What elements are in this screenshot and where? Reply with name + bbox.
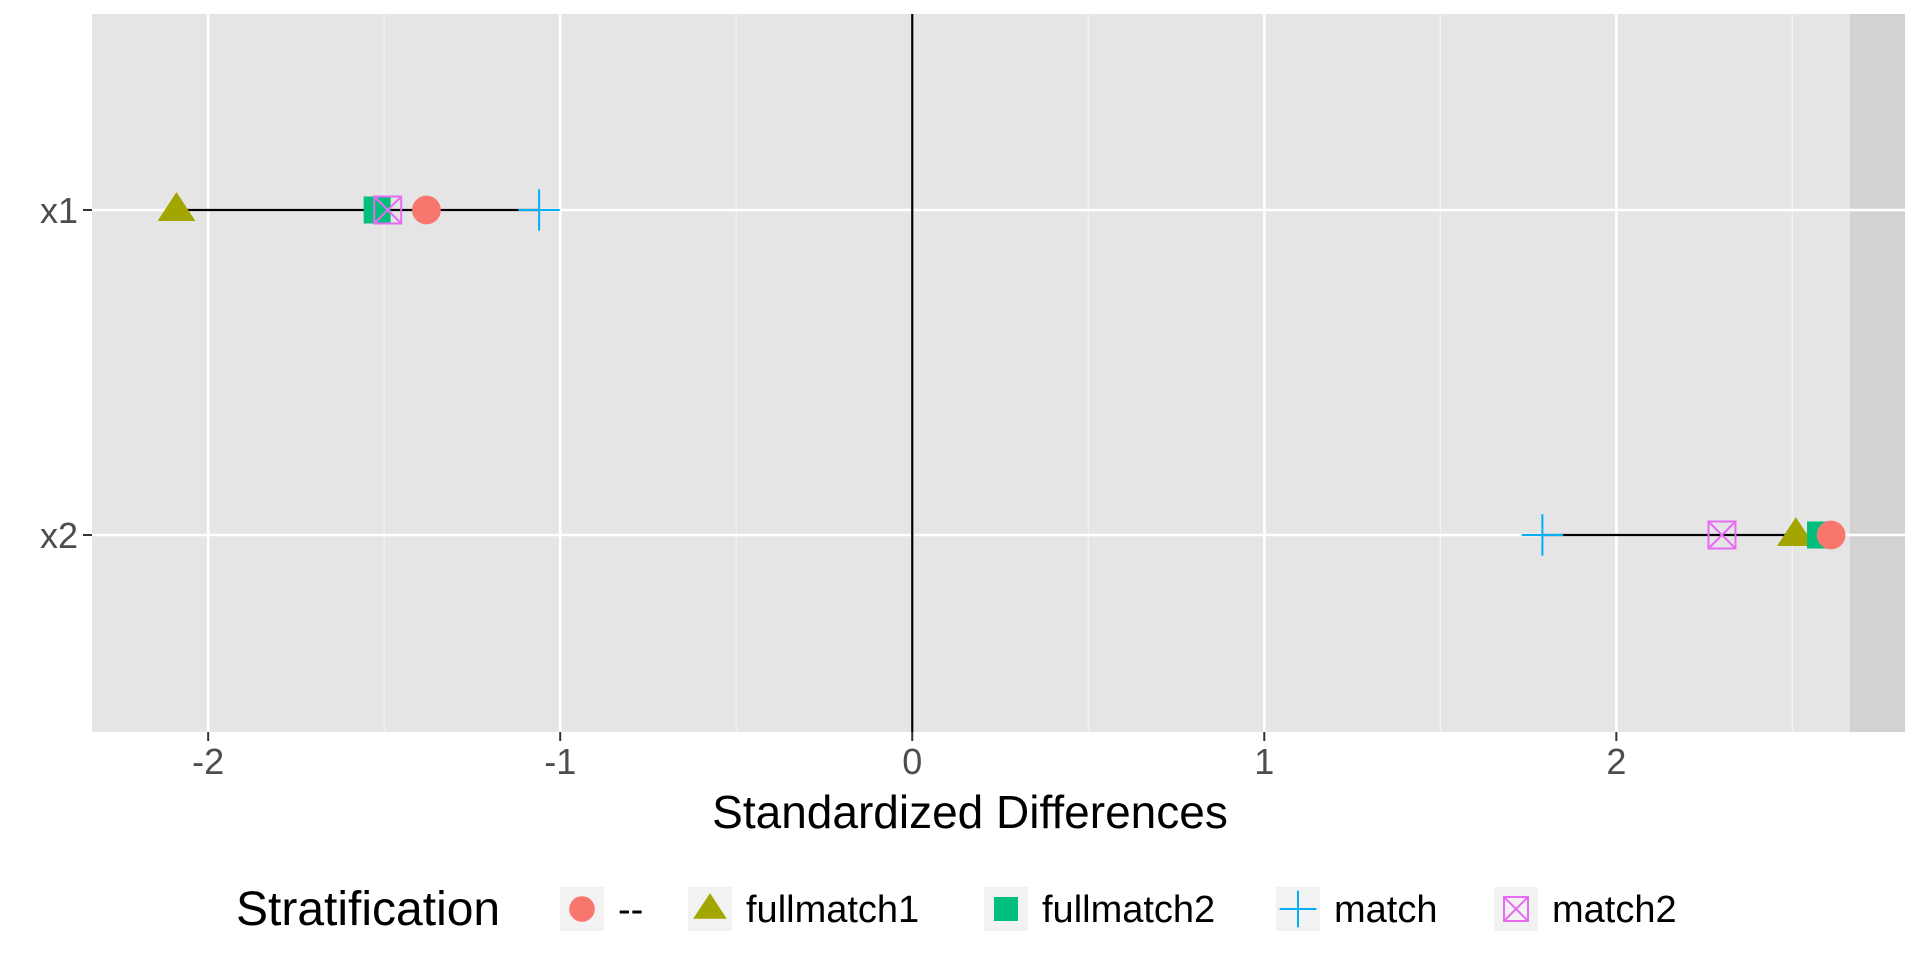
legend: Stratification -- fullmatch1 fullmatch2 mat…	[236, 883, 1677, 936]
point-plus-x2	[1521, 514, 1564, 556]
legend-label: --	[618, 889, 643, 931]
point-circle-x1	[412, 195, 441, 225]
x-tick-label: 1	[1254, 741, 1274, 782]
x-tick-label: 2	[1606, 741, 1626, 782]
point-square-x-x2	[1707, 520, 1737, 550]
legend-key-circle	[569, 896, 595, 922]
legend-label: fullmatch1	[746, 889, 919, 931]
point-triangle-x2	[1776, 517, 1815, 546]
point-square-x1	[363, 196, 391, 224]
legend-key-square-x	[1503, 896, 1529, 922]
legend-label: match	[1334, 889, 1437, 931]
data-marks	[157, 14, 1846, 732]
y-tick-label-x2: x2	[40, 515, 78, 556]
point-square-x-x1	[373, 195, 403, 225]
legend-key-plus	[1279, 890, 1317, 928]
legend-label: match2	[1552, 889, 1677, 931]
x-axis-title: Standardized Differences	[712, 786, 1228, 838]
x-tick-label: 0	[902, 741, 922, 782]
facet-strip	[1850, 14, 1905, 732]
legend-label: fullmatch2	[1042, 889, 1215, 931]
point-circle-x2	[1816, 520, 1846, 550]
legend-key-triangle	[693, 893, 727, 919]
axes: -2 -1 0 1 2 x1 x2	[40, 190, 1626, 782]
plot-panel-background	[92, 14, 1905, 732]
point-plus-x1	[518, 189, 560, 231]
legend-title: Stratification	[236, 883, 500, 936]
x-tick-label: -2	[192, 741, 224, 782]
legend-key-square	[994, 897, 1018, 921]
point-triangle-x1	[157, 192, 196, 221]
x-tick-label: -1	[544, 741, 576, 782]
y-tick-label-x1: x1	[40, 190, 78, 231]
